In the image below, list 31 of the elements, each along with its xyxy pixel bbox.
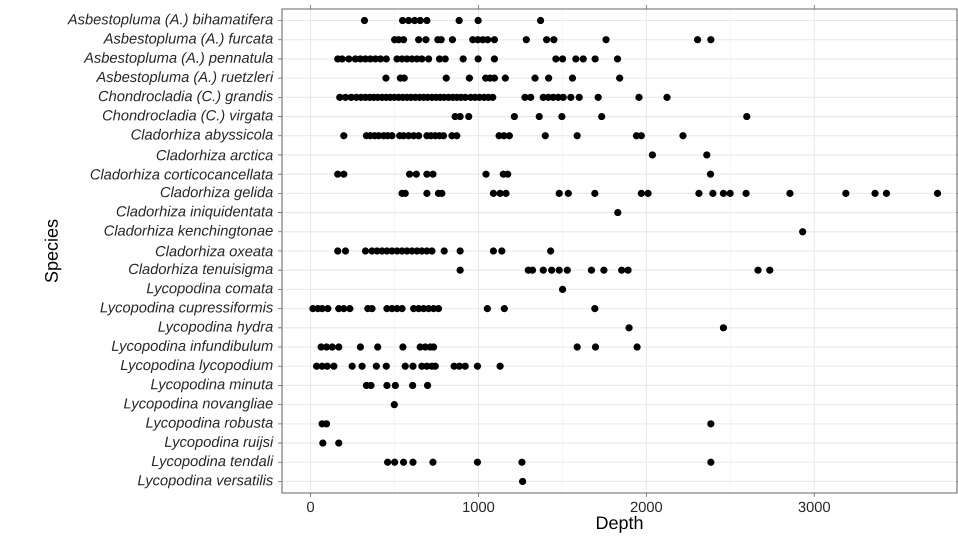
y-tick-label: Lycopodina hydra [158, 320, 273, 335]
y-tick-label: Cladorhiza tenuisigma [128, 263, 273, 278]
y-tick-label: Cladorhiza oxeata [156, 246, 273, 256]
x-tick-label: 2000 [630, 502, 662, 512]
y-tick-label: Lycopodina infundibulum [112, 340, 273, 354]
y-tick-label: Lycopodina versatilis [138, 474, 273, 488]
y-tick-label: Cladorhiza kenchingtonae [104, 224, 273, 239]
x-tick-label: 0 [307, 502, 314, 512]
y-tick-label: Chondrocladia (C.) grandis [98, 90, 273, 104]
y-tick-label: Cladorhiza gelida [160, 186, 273, 200]
y-tick-label: Lycopodina minuta [150, 378, 273, 392]
y-tick-label: Asbestopluma (A.) furcata [103, 32, 273, 47]
x-tick-label: 1000 [463, 502, 494, 512]
y-tick-label: Lycopodina novangliae [124, 398, 273, 412]
y-tick-label: Cladorhiza iniquidentata [116, 206, 273, 220]
x-tick-label: 3000 [798, 502, 830, 512]
y-tick-label: Lycopodina lycopodium [120, 359, 273, 374]
y-tick-label: Lycopodina robusta [146, 417, 273, 431]
y-tick-label: Asbestopluma (A.) ruetzleri [96, 71, 274, 85]
x-axis-title: Depth [596, 516, 642, 533]
y-tick-label: Lycopodina tendali [152, 455, 274, 470]
y-tick-label: Cladorhiza arctica [156, 150, 273, 160]
y-axis-title: Species [44, 220, 62, 282]
y-tick-label: Asbestopluma (A.) bihamatifera [67, 14, 273, 28]
y-tick-label: Chondrocladia (C.) virgata [102, 110, 273, 124]
y-tick-label: Asbestopluma (A.) pennatula [83, 52, 273, 66]
y-tick-label: Cladorhiza corticocancellata [90, 168, 273, 180]
y-tick-label: Lycopodina cupressiformis [100, 302, 273, 316]
y-tick-label: Cladorhiza abyssicola [131, 128, 273, 143]
y-tick-label: Lycopodina comata [146, 282, 273, 296]
y-tick-label: Lycopodina ruijsi [164, 436, 274, 450]
